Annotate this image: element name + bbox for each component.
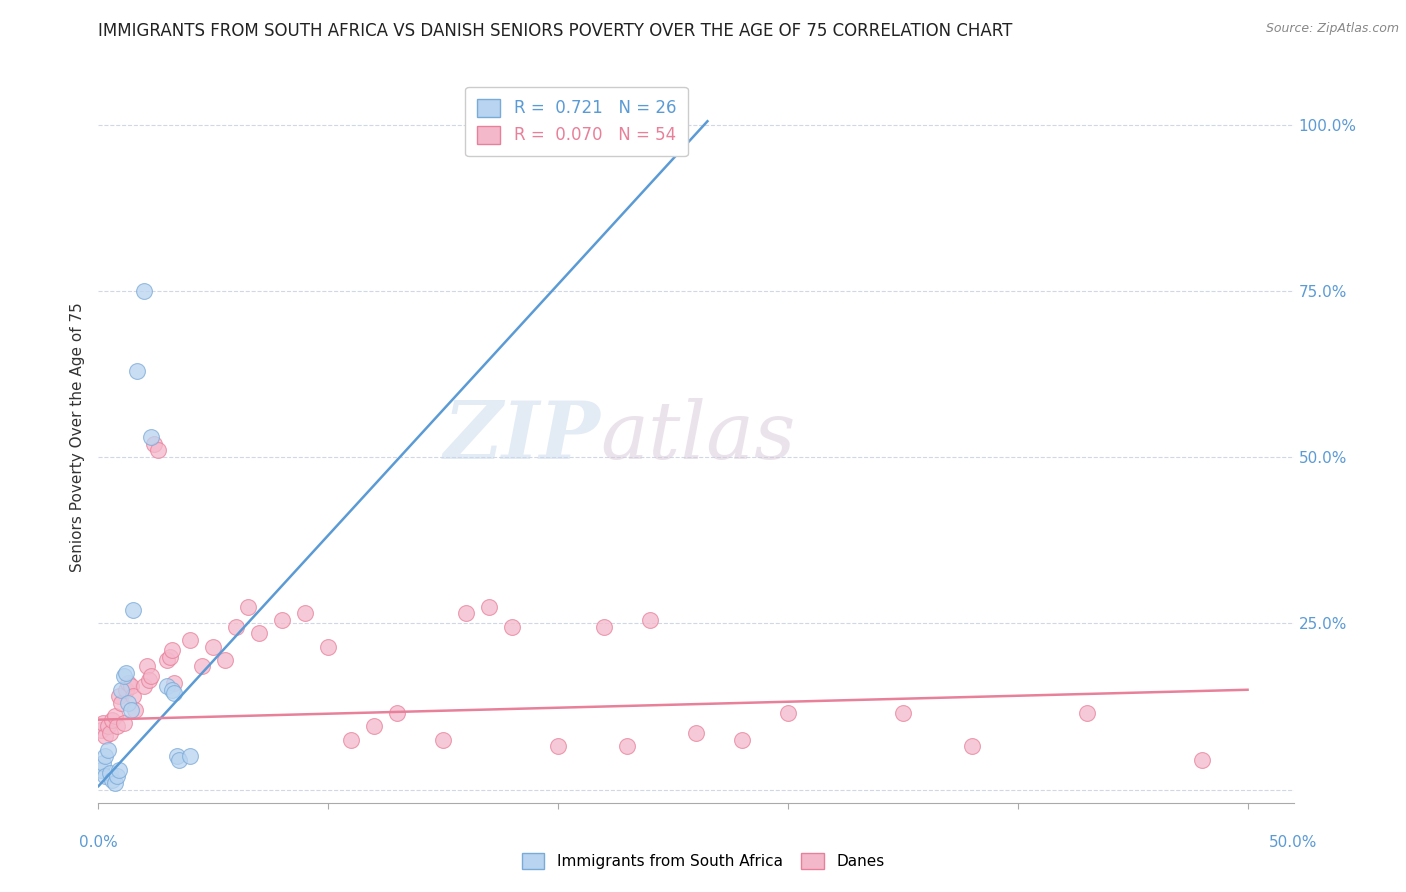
Point — [112, 669, 135, 683]
Point — [134, 680, 156, 694]
Point — [117, 696, 139, 710]
Point — [135, 659, 157, 673]
Point — [112, 716, 135, 731]
Point — [141, 430, 163, 444]
Point — [179, 749, 201, 764]
Point — [105, 769, 128, 783]
Point — [91, 716, 114, 731]
Point — [385, 706, 409, 720]
Text: 50.0%: 50.0% — [1270, 836, 1317, 850]
Point — [1191, 753, 1213, 767]
Point — [731, 732, 754, 747]
Point — [156, 680, 179, 694]
Point — [148, 443, 170, 458]
Text: 0.0%: 0.0% — [79, 836, 118, 850]
Point — [90, 723, 112, 737]
Point — [115, 682, 138, 697]
Y-axis label: Seniors Poverty Over the Age of 75: Seniors Poverty Over the Age of 75 — [70, 302, 86, 572]
Point — [108, 690, 131, 704]
Point — [316, 640, 339, 654]
Point — [776, 706, 799, 720]
Point — [110, 696, 132, 710]
Point — [98, 765, 121, 780]
Point — [98, 726, 121, 740]
Text: IMMIGRANTS FROM SOUTH AFRICA VS DANISH SENIORS POVERTY OVER THE AGE OF 75 CORREL: IMMIGRANTS FROM SOUTH AFRICA VS DANISH S… — [98, 22, 1012, 40]
Point — [547, 739, 569, 754]
Point — [501, 619, 523, 633]
Text: atlas: atlas — [600, 399, 796, 475]
Point — [120, 703, 142, 717]
Point — [134, 284, 156, 298]
Legend: R =  0.721   N = 26, R =  0.070   N = 54: R = 0.721 N = 26, R = 0.070 N = 54 — [465, 87, 688, 156]
Point — [214, 653, 236, 667]
Point — [138, 673, 160, 687]
Point — [1076, 706, 1098, 720]
Point — [127, 363, 149, 377]
Point — [90, 763, 112, 777]
Point — [94, 749, 117, 764]
Point — [960, 739, 983, 754]
Point — [108, 763, 131, 777]
Point — [236, 599, 259, 614]
Point — [94, 729, 117, 743]
Point — [115, 666, 138, 681]
Point — [105, 719, 128, 733]
Legend: Immigrants from South Africa, Danes: Immigrants from South Africa, Danes — [516, 847, 890, 875]
Point — [340, 732, 363, 747]
Point — [593, 619, 616, 633]
Text: Source: ZipAtlas.com: Source: ZipAtlas.com — [1265, 22, 1399, 36]
Point — [616, 739, 638, 754]
Point — [456, 607, 478, 621]
Point — [638, 613, 661, 627]
Point — [163, 676, 186, 690]
Point — [97, 742, 120, 756]
Point — [103, 776, 125, 790]
Point — [94, 769, 117, 783]
Point — [225, 619, 247, 633]
Point — [166, 749, 188, 764]
Point — [122, 690, 145, 704]
Point — [91, 756, 114, 770]
Point — [294, 607, 316, 621]
Point — [363, 719, 385, 733]
Point — [124, 703, 146, 717]
Point — [120, 680, 142, 694]
Point — [891, 706, 914, 720]
Point — [110, 682, 132, 697]
Point — [101, 772, 124, 787]
Point — [142, 436, 165, 450]
Point — [202, 640, 225, 654]
Point — [160, 682, 183, 697]
Point — [167, 753, 190, 767]
Text: ZIP: ZIP — [443, 399, 600, 475]
Point — [662, 124, 685, 138]
Point — [122, 603, 145, 617]
Point — [478, 599, 501, 614]
Point — [160, 643, 183, 657]
Point — [271, 613, 294, 627]
Point — [117, 676, 139, 690]
Point — [685, 726, 707, 740]
Point — [179, 632, 201, 647]
Point — [141, 669, 163, 683]
Point — [432, 732, 454, 747]
Point — [156, 653, 179, 667]
Point — [159, 649, 181, 664]
Point — [101, 713, 124, 727]
Point — [103, 709, 125, 723]
Point — [247, 626, 270, 640]
Point — [191, 659, 214, 673]
Point — [163, 686, 186, 700]
Point — [97, 719, 120, 733]
